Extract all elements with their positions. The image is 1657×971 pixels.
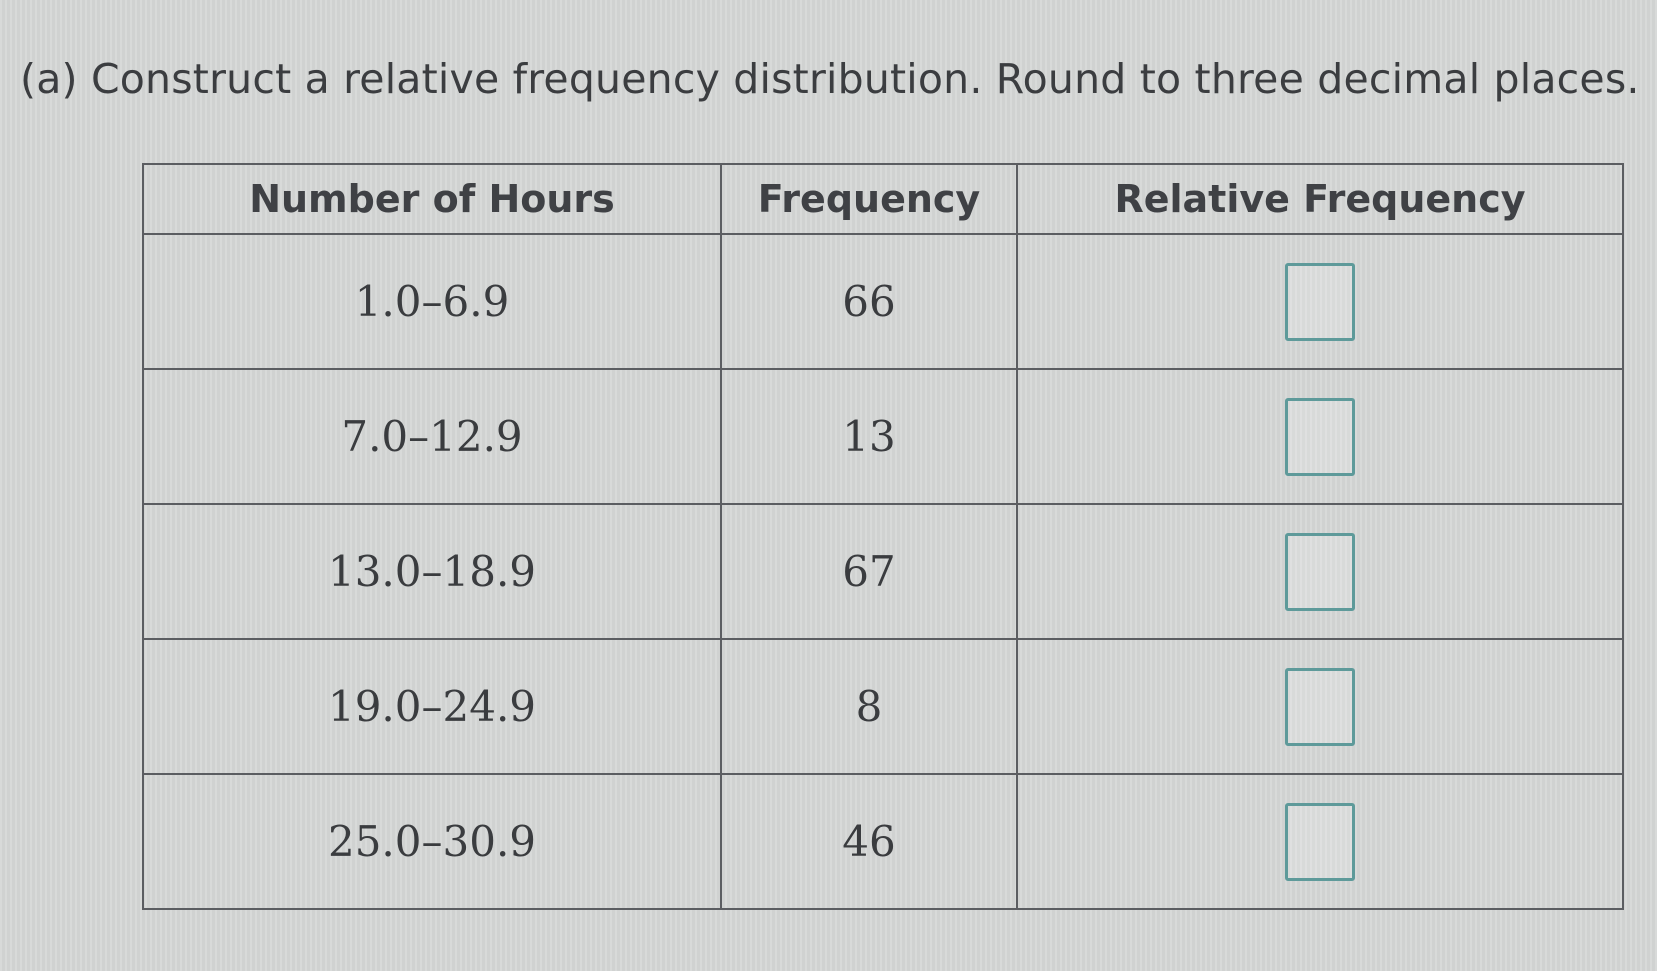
table-row: 25.0–30.9 46: [142, 773, 1624, 910]
relative-frequency-cell: [1016, 638, 1624, 775]
hours-cell: 13.0–18.9: [142, 503, 722, 640]
relative-frequency-input[interactable]: [1285, 667, 1355, 746]
table-row: 19.0–24.9 8: [142, 638, 1624, 775]
frequency-cell: 46: [720, 773, 1018, 910]
relative-frequency-input[interactable]: [1285, 532, 1355, 611]
header-number-of-hours: Number of Hours: [142, 163, 722, 235]
question-prompt: (a) Construct a relative frequency distr…: [20, 55, 1640, 103]
table-row: 1.0–6.9 66: [142, 233, 1624, 370]
table-header-row: Number of Hours Frequency Relative Frequ…: [142, 163, 1624, 235]
hours-cell: 7.0–12.9: [142, 368, 722, 505]
hours-cell: 25.0–30.9: [142, 773, 722, 910]
table-row: 7.0–12.9 13: [142, 368, 1624, 505]
table-row: 13.0–18.9 67: [142, 503, 1624, 640]
relative-frequency-cell: [1016, 503, 1624, 640]
relative-frequency-cell: [1016, 233, 1624, 370]
frequency-cell: 66: [720, 233, 1018, 370]
frequency-cell: 8: [720, 638, 1018, 775]
relative-frequency-input[interactable]: [1285, 397, 1355, 476]
frequency-cell: 67: [720, 503, 1018, 640]
relative-frequency-input[interactable]: [1285, 802, 1355, 881]
header-relative-frequency: Relative Frequency: [1016, 163, 1624, 235]
relative-frequency-input[interactable]: [1285, 262, 1355, 341]
hours-cell: 1.0–6.9: [142, 233, 722, 370]
relative-frequency-cell: [1016, 368, 1624, 505]
hours-cell: 19.0–24.9: [142, 638, 722, 775]
relative-frequency-table: Number of Hours Frequency Relative Frequ…: [142, 163, 1624, 910]
relative-frequency-cell: [1016, 773, 1624, 910]
header-frequency: Frequency: [720, 163, 1018, 235]
frequency-cell: 13: [720, 368, 1018, 505]
